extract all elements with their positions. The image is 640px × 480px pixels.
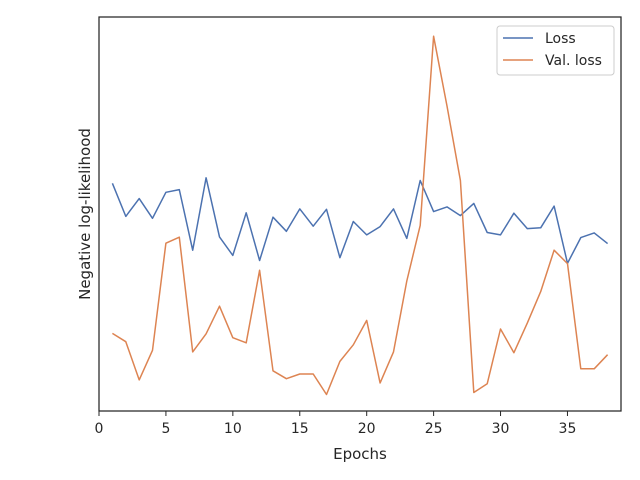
x-tick-label: 25 xyxy=(425,421,443,437)
x-tick-label: 20 xyxy=(358,421,376,437)
x-tick-label: 35 xyxy=(559,421,577,437)
x-tick-label: 0 xyxy=(95,421,104,437)
x-tick-label: 15 xyxy=(291,421,309,437)
plot-lines xyxy=(111,35,609,396)
x-axis-label: Epochs xyxy=(333,445,387,463)
plot-frame xyxy=(98,16,622,412)
x-tick-label: 30 xyxy=(492,421,510,437)
x-axis-ticks: 0 5 10 15 20 25 30 35 xyxy=(95,411,577,437)
legend: Loss Val. loss xyxy=(496,25,615,76)
y-axis-label: Negative log-likelihood xyxy=(76,128,94,300)
x-tick-label: 5 xyxy=(161,421,170,437)
x-tick-label: 10 xyxy=(224,421,242,437)
series-line-loss xyxy=(111,177,609,265)
series-line-val-loss xyxy=(112,35,609,396)
legend-label-val-loss: Val. loss xyxy=(545,53,602,69)
legend-label-loss: Loss xyxy=(545,31,576,47)
